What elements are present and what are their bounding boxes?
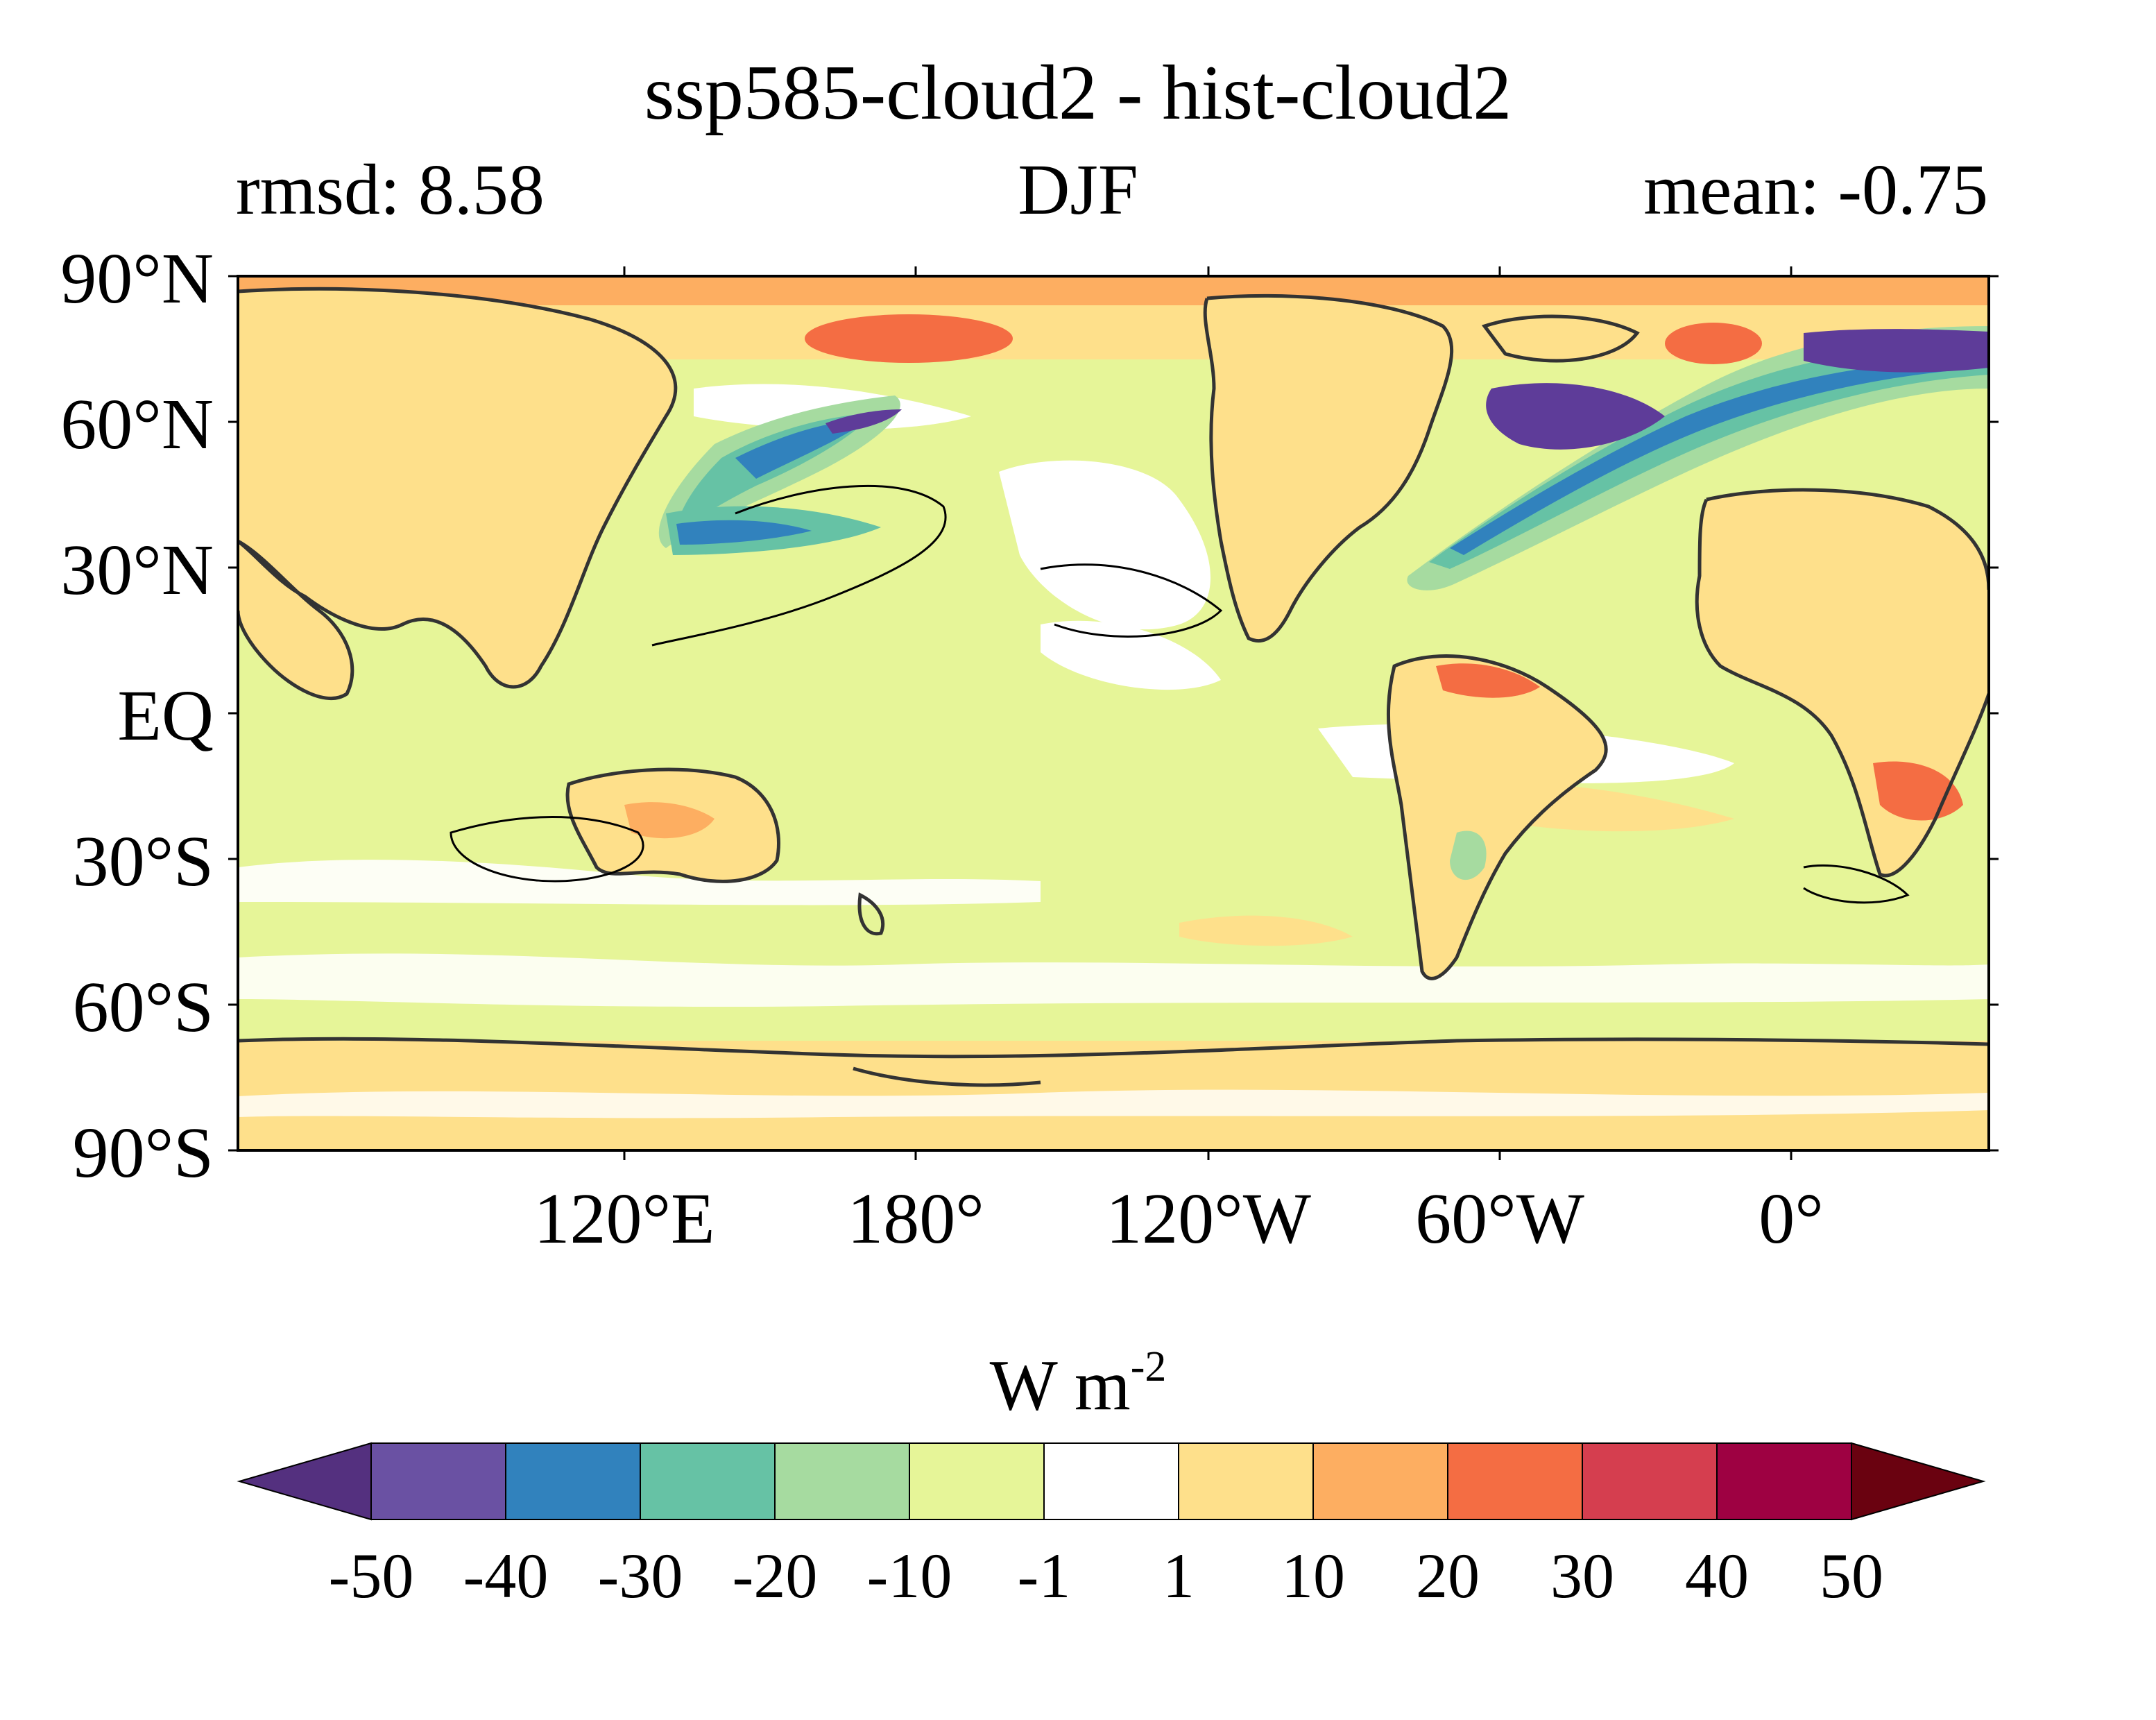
- north-america-landmass: [1205, 296, 1452, 641]
- arctic-edge: [238, 276, 1989, 305]
- colorbar-tick-label: -50: [328, 1540, 414, 1611]
- lon-label-120w: 120°W: [1106, 1179, 1311, 1259]
- lat-label-90n: 90°N: [60, 239, 214, 318]
- arctic-anomaly-pacific: [805, 314, 1013, 363]
- colorbar-unit-exponent: -2: [1130, 1343, 1167, 1390]
- lat-label-30n: 30°N: [60, 530, 214, 610]
- neutral-band-southern-ocean: [238, 953, 1989, 1007]
- colorbar-segment: [1043, 1442, 1179, 1520]
- colorbar-tick-label: -1: [1017, 1540, 1071, 1611]
- colorbar-segment: [1178, 1442, 1314, 1520]
- lon-tick-marks: [623, 266, 1793, 1160]
- eurasia-landmass: [238, 289, 676, 687]
- australia-positive-core: [624, 802, 715, 839]
- south-america-negative-patch: [1450, 831, 1487, 880]
- colorbar-tick-label: 50: [1820, 1540, 1883, 1611]
- colorbar-over-arrow: [1851, 1442, 1986, 1521]
- colorbar-tick-label: -40: [463, 1540, 549, 1611]
- colorbar-tick-label: -20: [732, 1540, 818, 1611]
- colorbar-segment: [909, 1442, 1045, 1520]
- colorbar-segment: [370, 1442, 506, 1520]
- coastlines: [238, 287, 1989, 1087]
- nordic-seas-minimum: [1804, 329, 1989, 373]
- pacific-storm-track-peak: [825, 409, 902, 434]
- neutral-patch-east-pacific: [1041, 620, 1221, 690]
- colorbar-segment: [1582, 1442, 1718, 1520]
- colorbar-segment: [1716, 1442, 1852, 1520]
- lat-label-30s: 30°S: [72, 821, 214, 901]
- season-label: DJF: [1018, 150, 1138, 230]
- colorbar-tick-label: 20: [1416, 1540, 1480, 1611]
- amazon-positive-core: [1436, 663, 1540, 698]
- neutral-patch-pacific: [999, 460, 1210, 630]
- lat-label-eq: EQ: [117, 676, 214, 756]
- colorbar-segment: [505, 1442, 641, 1520]
- south-america-landmass: [1388, 656, 1607, 979]
- pacific-storm-track-core: [735, 420, 867, 479]
- map-field: [238, 276, 1989, 1150]
- colorbar-tick-label: -10: [866, 1540, 952, 1611]
- lat-tick-marks: [228, 275, 1999, 1152]
- colorbar-tick-label: 1: [1163, 1540, 1195, 1611]
- colorbar-segment: [640, 1442, 776, 1520]
- positive-patch-southeast-pacific: [1179, 915, 1353, 946]
- plot-title: ssp585-cloud2 - hist-cloud2: [644, 50, 1512, 136]
- colorbar-unit: W m-2: [0, 1345, 2156, 1422]
- lat-label-60s: 60°S: [72, 967, 214, 1047]
- contour-lines: [450, 484, 1910, 904]
- colorbar: [237, 1442, 1986, 1521]
- rmsd-label: rmsd: 8.58: [236, 150, 545, 230]
- neutral-band-antarctic: [238, 1089, 1989, 1118]
- mean-label: mean: -0.75: [1643, 150, 1988, 230]
- colorbar-under-arrow: [237, 1442, 372, 1521]
- colorbar-segment: [1312, 1442, 1448, 1520]
- lon-label-60w: 60°W: [1415, 1179, 1584, 1259]
- lat-label-60n: 60°N: [60, 384, 214, 464]
- colorbar-tick-label: 40: [1685, 1540, 1749, 1611]
- labrador-sea-minimum: [1486, 383, 1665, 450]
- neutral-band-south: [238, 860, 1041, 905]
- lon-label-180: 180°: [847, 1179, 984, 1259]
- lon-label-120e: 120°E: [533, 1179, 715, 1259]
- colorbar-tick-label: 10: [1281, 1540, 1345, 1611]
- colorbar-unit-text: W m: [989, 1345, 1131, 1426]
- india-landmass: [238, 541, 352, 699]
- colorbar-tick-label: -30: [597, 1540, 683, 1611]
- kuroshio-core: [676, 520, 812, 545]
- arctic-anomaly-barents: [1665, 323, 1762, 364]
- lat-label-90s: 90°S: [72, 1113, 214, 1193]
- colorbar-tick-label: 30: [1550, 1540, 1614, 1611]
- colorbar-segment: [774, 1442, 910, 1520]
- lon-label-0: 0°: [1759, 1179, 1824, 1259]
- colorbar-segment: [1447, 1442, 1583, 1520]
